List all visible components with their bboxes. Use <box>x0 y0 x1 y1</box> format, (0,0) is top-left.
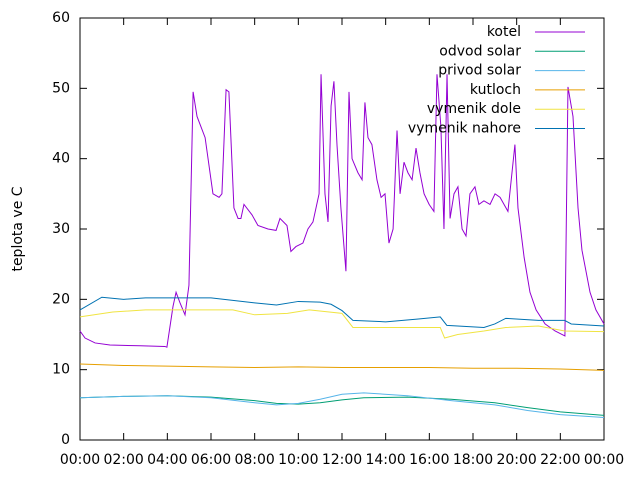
y-tick-label: 50 <box>52 80 70 96</box>
series-line <box>79 392 605 418</box>
y-tick-label: 10 <box>52 362 70 378</box>
series-line <box>79 309 605 339</box>
legend-label: odvod solar <box>439 43 521 59</box>
x-tick-label: 12:00 <box>322 452 362 468</box>
x-tick-label: 22:00 <box>540 452 580 468</box>
x-tick-label: 20:00 <box>496 452 536 468</box>
legend-label: kotel <box>487 24 521 40</box>
legend-label: privod solar <box>438 63 521 79</box>
series-line <box>79 395 605 416</box>
y-tick-label: 0 <box>61 432 70 448</box>
y-tick-label: 60 <box>52 10 70 26</box>
y-tick-label: 20 <box>52 291 70 307</box>
x-tick-label: 14:00 <box>365 452 405 468</box>
x-tick-label: 06:00 <box>191 452 231 468</box>
x-tick-label: 00:00 <box>60 452 100 468</box>
x-tick-label: 08:00 <box>234 452 274 468</box>
x-tick-label: 02:00 <box>103 452 143 468</box>
x-tick-label: 18:00 <box>453 452 493 468</box>
plot-frame <box>79 17 605 441</box>
y-tick-label: 40 <box>52 151 70 167</box>
series-line <box>79 296 605 328</box>
legend-label: kutloch <box>470 82 521 98</box>
x-tick-label: 00:00 <box>584 452 624 468</box>
legend-label: vymenik nahore <box>408 121 521 137</box>
series-line <box>79 74 605 348</box>
x-tick-label: 10:00 <box>278 452 318 468</box>
series-line <box>79 363 605 371</box>
legend-label: vymenik dole <box>427 101 521 117</box>
x-tick-label: 04:00 <box>147 452 187 468</box>
x-tick-label: 16:00 <box>409 452 449 468</box>
y-tick-label: 30 <box>52 221 70 237</box>
y-axis-label: teplota ve C <box>10 186 26 271</box>
